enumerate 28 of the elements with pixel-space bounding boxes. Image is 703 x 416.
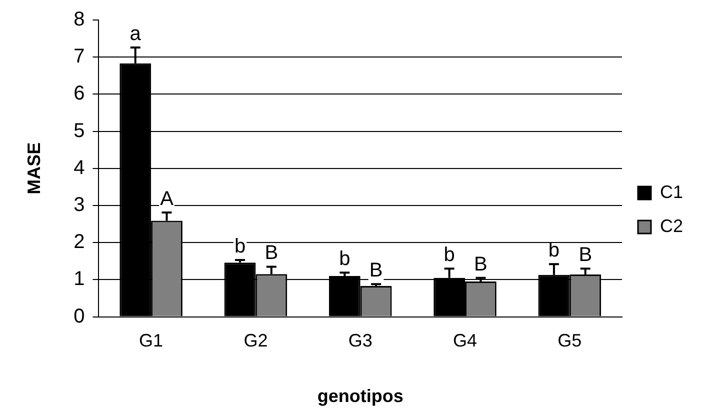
x-tick-label: G1 bbox=[139, 330, 164, 351]
x-tick-label: G3 bbox=[348, 330, 372, 351]
annotation: B bbox=[578, 244, 592, 266]
y-tick-label: 3 bbox=[74, 194, 85, 216]
x-tick-label: G4 bbox=[453, 330, 478, 351]
annotation: b bbox=[234, 236, 246, 258]
legend-label: C1 bbox=[660, 182, 684, 202]
y-tick-label: 1 bbox=[74, 268, 85, 290]
x-tick-label: G5 bbox=[558, 330, 582, 351]
annotation: a bbox=[130, 22, 142, 45]
y-tick-label: 7 bbox=[74, 46, 85, 68]
legend-label: C2 bbox=[660, 216, 684, 236]
x-tick-label: G2 bbox=[244, 330, 268, 351]
y-axis-title: MASE bbox=[24, 142, 44, 194]
y-tick-label: 4 bbox=[74, 156, 85, 179]
annotation: B bbox=[474, 253, 488, 276]
y-tick-label: 2 bbox=[74, 231, 85, 254]
y-tick-label: 5 bbox=[74, 120, 85, 142]
y-tick-label: 0 bbox=[74, 305, 85, 328]
annotation: B bbox=[264, 242, 278, 264]
annotation: b bbox=[444, 244, 455, 266]
x-axis-title: genotipos bbox=[317, 386, 404, 406]
y-tick-label: 6 bbox=[74, 82, 85, 105]
y-tick-label: 8 bbox=[74, 8, 85, 31]
annotation: b bbox=[548, 240, 560, 262]
annotation: A bbox=[160, 188, 174, 210]
annotation: b bbox=[339, 248, 350, 270]
annotation: B bbox=[369, 260, 383, 282]
